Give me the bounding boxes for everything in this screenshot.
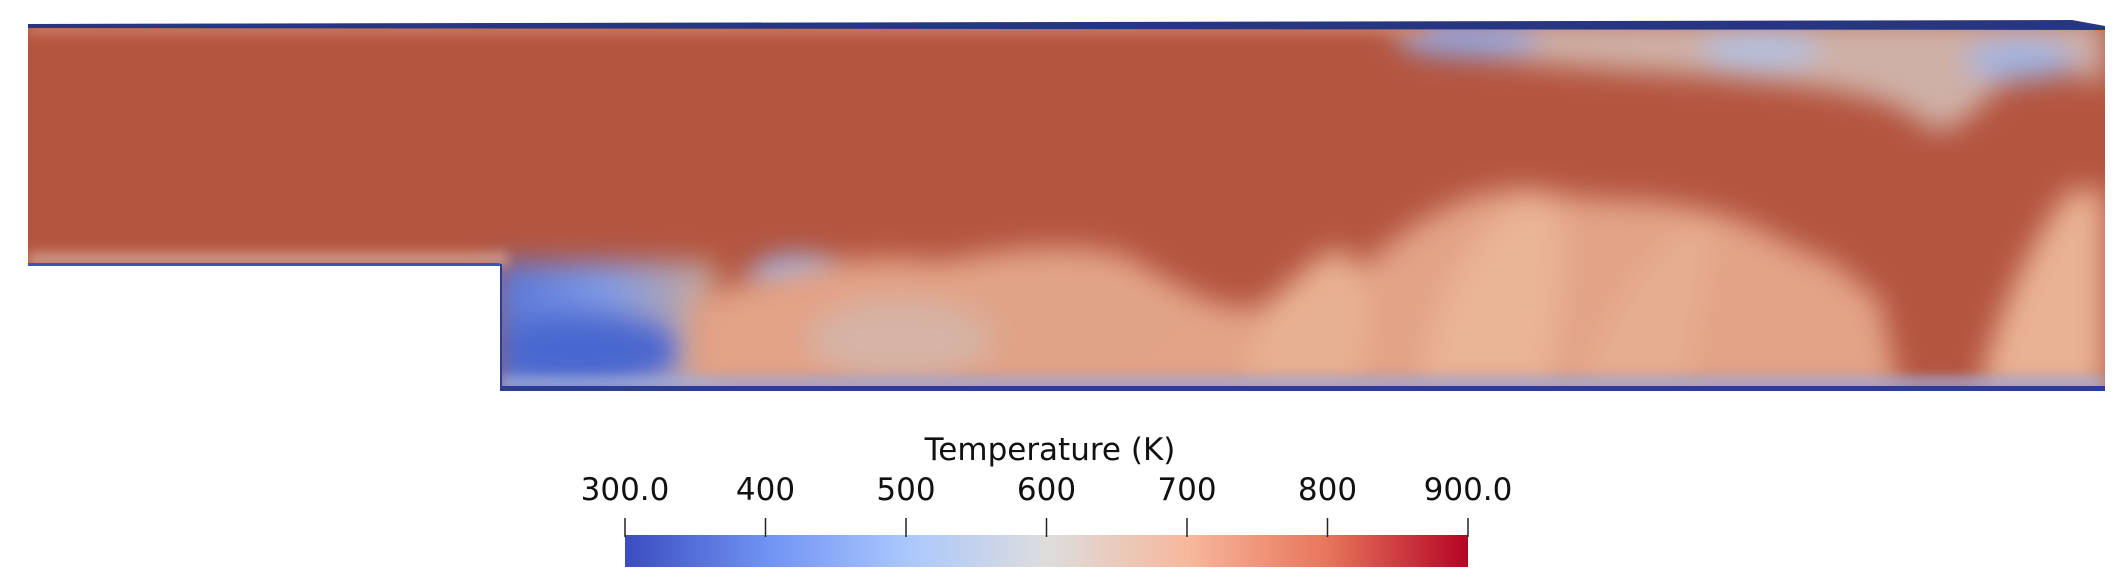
upper-mixing-layer [1380,20,2105,131]
warm-mixing-blob [810,300,990,380]
colorbar-tick-label: 800 [1297,472,1358,508]
bottom-boundary-layer [500,378,2105,388]
colorbar-tick-label: 300.0 [580,472,670,508]
colorbar-tick-label: 400 [735,472,796,508]
colorbar-tick-label: 900.0 [1423,472,1513,508]
colorbar-title: Temperature (K) [924,432,1176,468]
cold-upper-pocket [1965,40,2075,80]
mixing-plume-3 [1580,215,1713,391]
inlet-lower-wall [28,263,500,267]
mixing-plume-1 [1240,250,1368,391]
mixing-plume-2 [1420,190,1564,391]
inlet-lower-boundary-layer [28,253,508,265]
colorbar-tick-label: 600 [1016,472,1077,508]
cold-pocket [495,312,685,388]
inlet-upper-boundary-layer [28,24,1428,34]
colorbar-gradient [625,535,1468,567]
step-vertical-wall [498,264,502,391]
cold-upper-pocket [1400,24,1540,56]
warm-mixing-blob [930,275,1170,365]
cold-upper-pocket [1700,30,1820,70]
mixing-plume-4 [1980,190,2105,391]
colorbar-tick-label: 500 [876,472,936,508]
colorbar [624,518,1469,567]
flow-domain [28,20,2105,391]
colorbar-ticks [624,518,1469,537]
top-wall [28,20,2105,30]
colorbar-tick-label: 700 [1157,472,1217,508]
bottom-wall [500,386,2105,391]
